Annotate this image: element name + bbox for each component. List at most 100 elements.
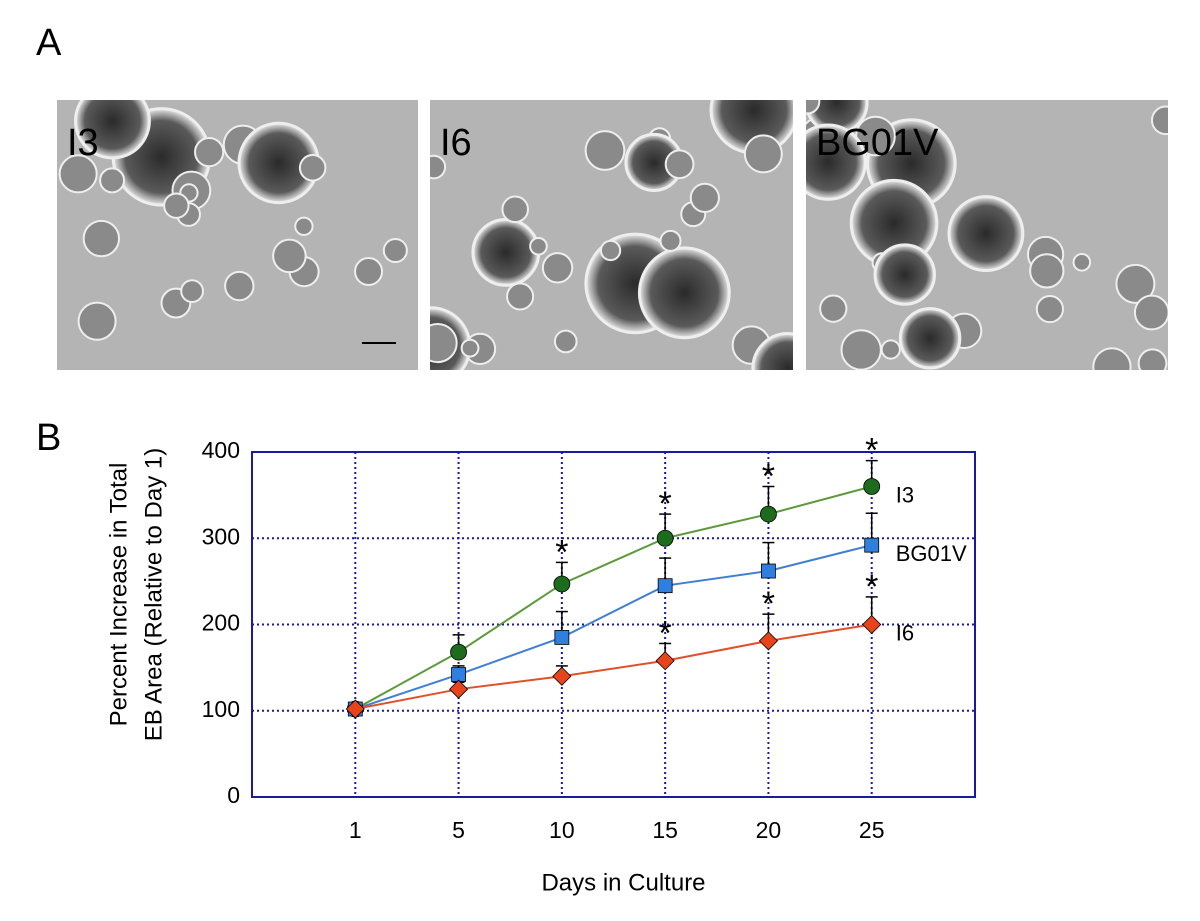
series-label: I3: [896, 482, 914, 507]
series-line: [355, 623, 872, 711]
x-tick-label: 25: [859, 817, 885, 843]
marker: [451, 667, 466, 682]
embryoid-body: [1029, 253, 1065, 289]
embryoid-body: [689, 182, 720, 213]
embryoid-body: [82, 219, 121, 258]
embryoid-body: [947, 195, 1025, 273]
embryoid-body: [1035, 295, 1064, 324]
x-tick-label: 5: [452, 817, 465, 843]
significance-star: *: [659, 485, 672, 523]
marker: [863, 478, 881, 495]
micrographs: I3 I6 BG01V: [57, 100, 1168, 370]
embryoid-body: [898, 307, 962, 370]
y-tick-label: 0: [227, 782, 240, 808]
x-axis-label: Days in Culture: [541, 869, 705, 896]
marker: [761, 563, 776, 579]
embryoid-body: [58, 154, 98, 194]
embryoid-body: [1150, 105, 1168, 136]
marker: [657, 578, 673, 594]
x-tick-label: 1: [349, 817, 362, 843]
embryoid-body: [840, 329, 882, 370]
image-label: BG01V: [816, 122, 939, 164]
micrograph: BG01V: [806, 100, 1168, 370]
embryoid-body: [659, 229, 682, 252]
embryoid-body: [460, 338, 480, 358]
marker: [655, 651, 675, 671]
embryoid-body: [664, 149, 695, 180]
image-label: I6: [440, 122, 472, 164]
embryoid-body: [751, 332, 793, 370]
embryoid-body: [501, 195, 529, 224]
series-line: [354, 485, 872, 710]
embryoid-body: [1137, 348, 1168, 370]
embryoid-body: [506, 282, 535, 311]
y-tick-label: 100: [202, 696, 240, 722]
series: * * * * I3: [346, 432, 914, 718]
embryoid-body: [553, 329, 578, 354]
embryoid-body: [873, 243, 936, 306]
significance-star: *: [762, 585, 775, 623]
series-line: [354, 544, 872, 710]
series: * * * I6: [345, 568, 914, 719]
embryoid-body: [99, 167, 126, 194]
embryoid-body: [1115, 263, 1156, 304]
marker: [656, 529, 674, 547]
marker: [554, 630, 570, 645]
embryoid-body: [298, 154, 327, 182]
embryoid-body: [471, 217, 541, 287]
significance-star: *: [865, 432, 878, 470]
embryoid-body: [806, 100, 821, 115]
embryoid-body: [194, 136, 225, 168]
embryoid-body: [806, 123, 867, 201]
embryoid-body: [541, 252, 574, 284]
x-tick-label: 10: [549, 817, 575, 843]
significance-star: *: [659, 614, 672, 652]
micrograph: I3: [57, 100, 418, 370]
embryoid-body: [430, 154, 447, 180]
embryoid-body: [180, 279, 205, 304]
embryoid-body: [382, 237, 408, 264]
y-tick-label: 200: [202, 610, 240, 636]
embryoid-body: [880, 339, 901, 360]
marker: [760, 505, 777, 523]
embryoid-body: [430, 322, 458, 364]
x-tick-label: 15: [652, 817, 678, 843]
marker: [345, 699, 365, 719]
embryoid-body: [354, 256, 384, 286]
image-label: I3: [67, 122, 99, 164]
plot-frame: [251, 451, 976, 798]
embryoid-body: [529, 236, 548, 256]
series: BG01V: [347, 512, 967, 717]
marker: [758, 631, 778, 651]
x-tick-label: 20: [756, 817, 782, 843]
embryoid-body: [1133, 294, 1168, 331]
embryoid-body: [77, 301, 117, 341]
y-tick-label: 400: [202, 437, 240, 463]
embryoid-body: [224, 270, 255, 302]
y-axis-label: Percent Increase in Total: [105, 463, 132, 727]
embryoid-body: [272, 238, 307, 274]
panel-label: A: [36, 22, 62, 64]
marker: [862, 614, 882, 635]
significance-star: *: [555, 533, 568, 571]
micrograph: I6: [430, 100, 793, 370]
embryoid-body: [294, 216, 314, 236]
panel-label: B: [36, 417, 61, 459]
marker: [450, 643, 467, 661]
embryoid-body: [163, 192, 190, 219]
significance-star: *: [762, 457, 775, 495]
significance-star: *: [865, 568, 878, 606]
embryoid-body: [599, 239, 622, 262]
embryoid-body: [1072, 252, 1092, 272]
marker: [449, 679, 469, 699]
marker: [864, 537, 880, 553]
series-label: I6: [896, 620, 914, 645]
embryoid-body: [819, 294, 848, 323]
embryoid-body: [1092, 347, 1132, 370]
y-axis-label: EB Area (Relative to Day 1): [140, 448, 167, 741]
embryoid-body: [637, 246, 731, 340]
marker: [553, 575, 571, 593]
